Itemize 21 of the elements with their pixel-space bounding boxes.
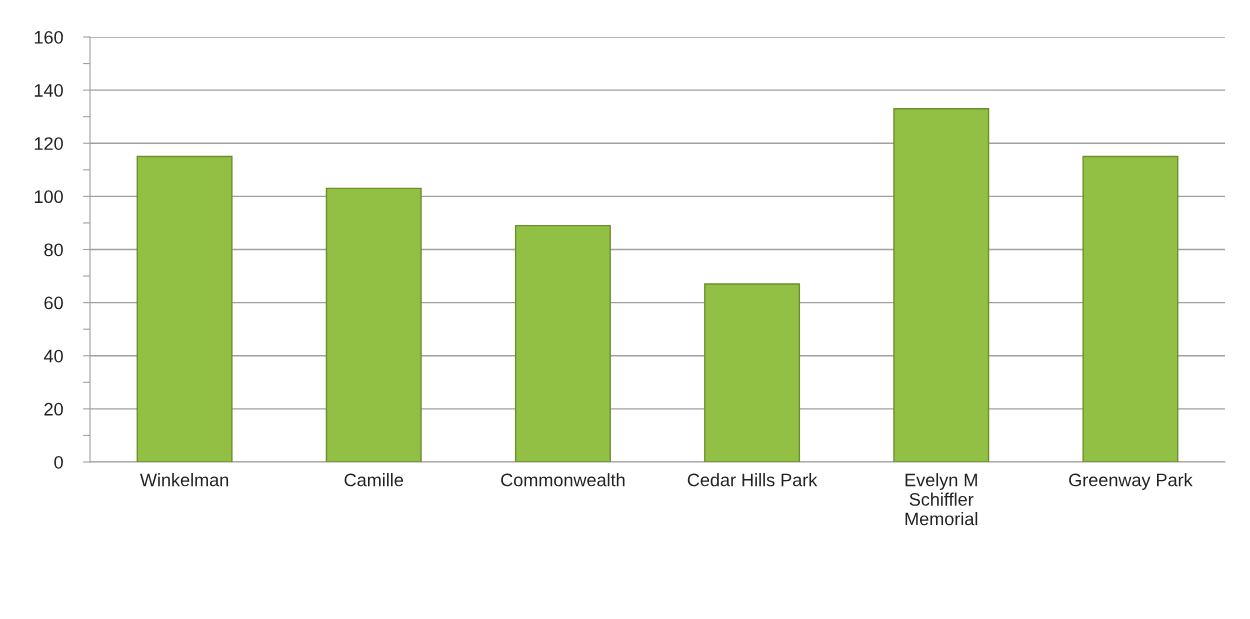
bar — [325, 187, 422, 462]
x-tick-label: Cedar Hills Park — [687, 473, 818, 487]
bar — [514, 224, 611, 462]
y-tick-label: 120 — [34, 137, 63, 150]
x-tick-label: Greenway Park — [1069, 473, 1193, 490]
y-tick-label: 0 — [54, 455, 63, 469]
x-tick-label: Camille — [344, 473, 404, 487]
y-tick-label: 100 — [34, 190, 63, 204]
x-tick-label: Commonwealth — [501, 473, 625, 487]
x-tick-label: Winkelman — [140, 473, 229, 487]
bar — [1082, 155, 1179, 462]
bar — [893, 108, 990, 462]
y-tick-label: 40 — [43, 349, 63, 363]
y-tick-label: 20 — [44, 402, 63, 416]
bar — [704, 283, 801, 462]
x-tick-label: Evelyn M Schiffler Memorial — [905, 473, 978, 526]
y-tick-label: 80 — [44, 243, 63, 257]
y-tick-label: 60 — [44, 296, 63, 310]
y-tick-label: 160 — [34, 30, 63, 44]
y-tick-label: 140 — [34, 84, 63, 97]
bar — [136, 155, 233, 462]
